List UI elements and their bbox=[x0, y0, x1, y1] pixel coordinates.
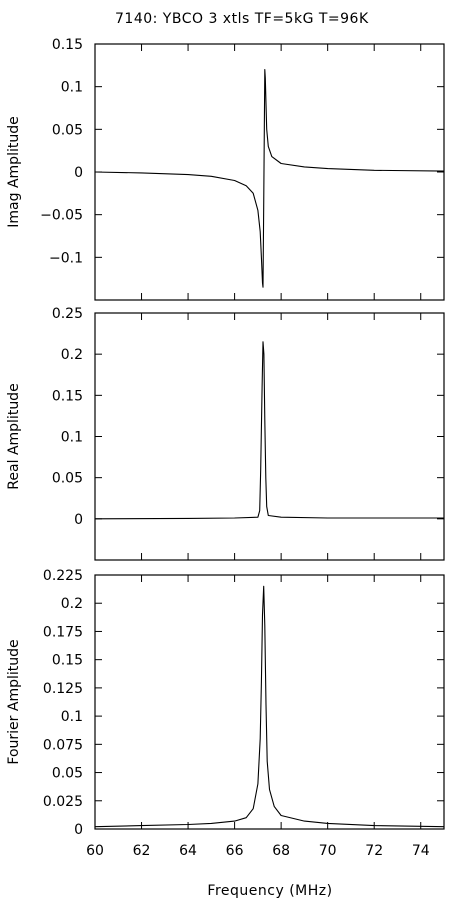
chart-title: 7140: YBCO 3 xtls TF=5kG T=96K bbox=[115, 11, 369, 27]
series-line bbox=[94, 341, 444, 520]
x-tick-label: 64 bbox=[179, 843, 197, 859]
plot-frame bbox=[94, 312, 445, 561]
series-line bbox=[94, 585, 445, 828]
x-tick-label: 72 bbox=[365, 843, 383, 859]
x-tick-label: 60 bbox=[86, 843, 104, 859]
x-tick-label: 74 bbox=[412, 843, 430, 859]
series-line bbox=[94, 69, 445, 288]
plot-frame bbox=[94, 43, 445, 301]
plot-frame bbox=[94, 574, 445, 830]
x-tick-label: 62 bbox=[133, 843, 151, 859]
y-tick-label: 0.15 bbox=[52, 388, 83, 404]
y-tick-label: 0.025 bbox=[43, 794, 83, 810]
y-tick-label: 0.2 bbox=[61, 596, 83, 612]
y-axis-label: Imag Amplitude bbox=[6, 116, 22, 227]
y-tick-label: 0.225 bbox=[43, 568, 83, 584]
y-tick-label: 0 bbox=[74, 165, 83, 181]
y-tick-label: 0.1 bbox=[61, 430, 83, 446]
panels: −0.1 −0.05 0 0.05 0.1 0.15 Imag Amplitude 0 0.05… bbox=[6, 37, 445, 859]
panel-3: 0 0.025 0.05 0.075 0.1 0.125 0.15 0.175 0.2 0.225… bbox=[6, 568, 445, 859]
y-axis-label: Real Amplitude bbox=[6, 383, 22, 489]
y-tick-label: 0.05 bbox=[52, 471, 83, 487]
x-tick-label: 68 bbox=[272, 843, 290, 859]
x-tick-label: 70 bbox=[319, 843, 337, 859]
x-tick-label: 66 bbox=[226, 843, 244, 859]
y-tick-label: 0.1 bbox=[61, 80, 83, 96]
y-tick-label: 0.2 bbox=[61, 347, 83, 363]
y-tick-label: 0 bbox=[74, 512, 83, 528]
y-tick-label: 0.15 bbox=[52, 37, 83, 53]
panel-1: −0.1 −0.05 0 0.05 0.1 0.15 Imag Amplitude bbox=[6, 37, 445, 301]
y-tick-label: 0.125 bbox=[43, 681, 83, 697]
y-tick-label: 0.15 bbox=[52, 653, 83, 669]
x-axis-label: Frequency (MHz) bbox=[207, 883, 332, 899]
y-tick-label: 0.075 bbox=[43, 737, 83, 753]
panel-2: 0 0.05 0.1 0.15 0.2 0.25 Real Amplitude bbox=[6, 306, 445, 561]
y-tick-label: 0.25 bbox=[52, 306, 83, 322]
y-axis-label: Fourier Amplitude bbox=[6, 639, 22, 764]
y-tick-label: −0.05 bbox=[40, 208, 83, 224]
y-tick-label: 0.175 bbox=[43, 624, 83, 640]
y-tick-label: −0.1 bbox=[49, 250, 83, 266]
y-tick-label: 0.05 bbox=[52, 122, 83, 138]
y-tick-label: 0 bbox=[74, 822, 83, 838]
y-tick-label: 0.1 bbox=[61, 709, 83, 725]
y-tick-label: 0.05 bbox=[52, 766, 83, 782]
